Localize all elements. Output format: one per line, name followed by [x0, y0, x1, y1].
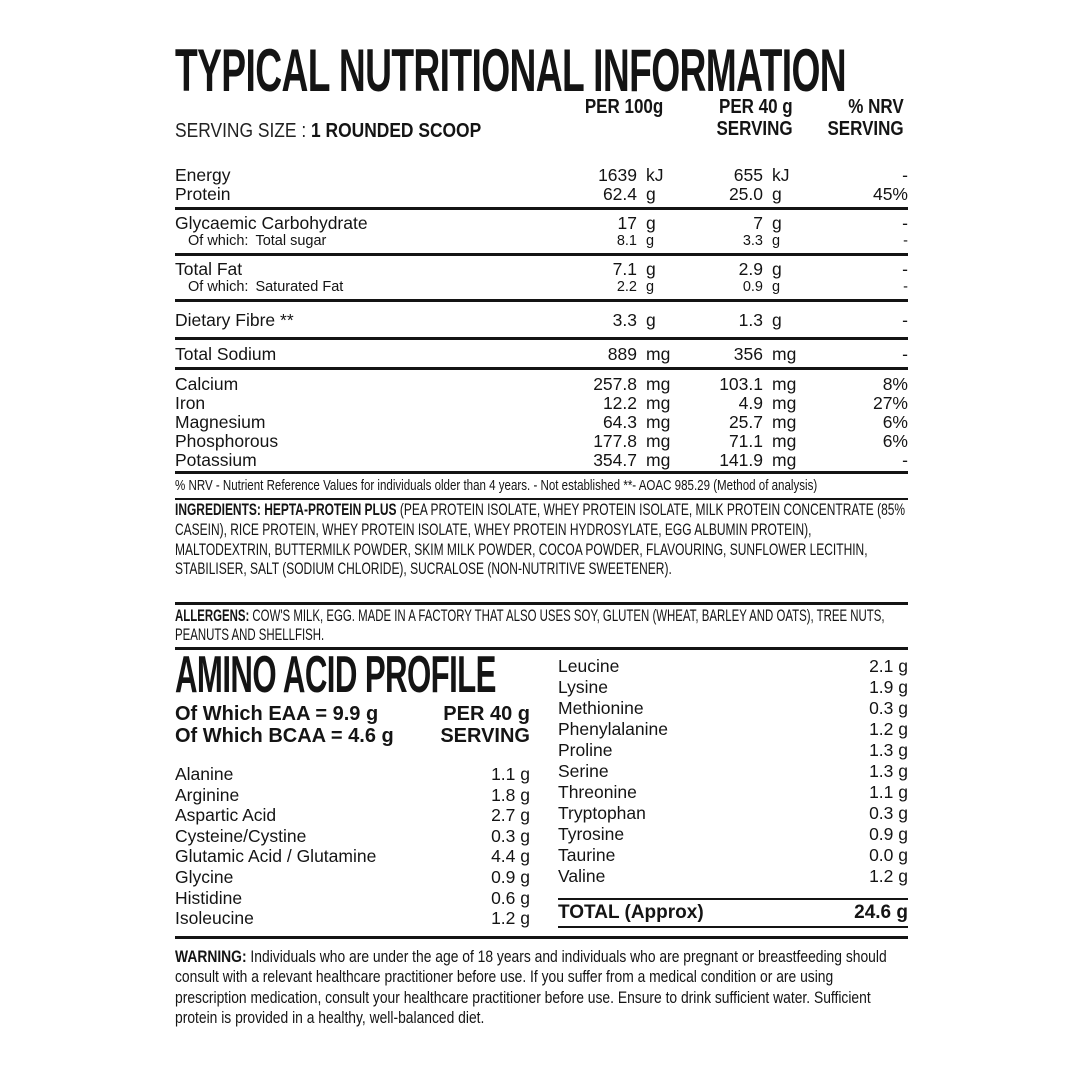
amino-acid-profile-section: AMINO ACID PROFILE Of Which EAA = 9.9 g … — [175, 646, 908, 934]
amino-list-left: Alanine 1.1 g Arginine 1.8 g Aspartic Acid… — [175, 764, 530, 929]
amino-row: Arginine 1.8 g — [175, 784, 530, 805]
amino-subheader: Of Which EAA = 9.9 g Of Which BCAA = 4.6… — [175, 703, 530, 747]
amino-row: Serine 1.3 g — [558, 761, 908, 781]
amino-row: Phenylalanine 1.2 g — [558, 719, 908, 739]
ingredients-label: INGREDIENTS: HEPTA-PROTEIN PLUS — [175, 500, 397, 519]
amino-row: Lysine 1.9 g — [558, 677, 908, 697]
amino-total-row: TOTAL (Approx) 24.6 g — [558, 898, 908, 928]
amino-row: Proline 1.3 g — [558, 740, 908, 760]
amino-row: Isoleucine 1.2 g — [175, 908, 530, 929]
nutrient-row-protein: Protein 62.4 g 25.0 g 45% — [175, 184, 908, 204]
amino-column-header: PER 40 g SERVING — [440, 703, 530, 747]
amino-right-column: Leucine 2.1 g Lysine 1.9 g Methionine 0.3 g… — [558, 656, 908, 928]
column-header-nrv-serving: % NRV SERVING — [827, 96, 904, 140]
group-sodium: Total Sodium 889 mg 356 mg - — [175, 340, 908, 370]
allergens-label: ALLERGENS: — [175, 606, 250, 625]
warning-section: WARNING: Individuals who are under the a… — [175, 936, 908, 1029]
amino-row: Histidine 0.6 g — [175, 887, 530, 908]
ingredients-section: INGREDIENTS: HEPTA-PROTEIN PLUS (PEA PRO… — [175, 500, 908, 579]
amino-total-label: TOTAL (Approx) — [558, 902, 704, 923]
nutrient-row-total-sugar: Of which: Total sugar 8.1 g 3.3 g - — [188, 233, 908, 249]
eaa-total: Of Which EAA = 9.9 g — [175, 703, 379, 725]
amino-profile-title: AMINO ACID PROFILE — [175, 646, 496, 704]
amino-row: Cysteine/Cystine 0.3 g — [175, 825, 530, 846]
amino-row: Aspartic Acid 2.7 g — [175, 805, 530, 826]
nutrient-row-potassium: Potassium 354.7 mg 141.9 mg - — [175, 450, 908, 470]
amino-left-column: AMINO ACID PROFILE Of Which EAA = 9.9 g … — [175, 646, 530, 929]
nutrient-row-total-sodium: Total Sodium 889 mg 356 mg - — [175, 344, 908, 364]
warning-text: Individuals who are under the age of 18 … — [175, 947, 887, 1028]
nutrient-row-total-fat: Total Fat 7.1 g 2.9 g - — [175, 259, 908, 279]
amino-row: Glutamic Acid / Glutamine 4.4 g — [175, 846, 530, 867]
amino-row: Valine 1.2 g — [558, 866, 908, 886]
amino-row: Taurine 0.0 g — [558, 845, 908, 865]
column-header-per-100g: PER 100g — [584, 96, 663, 118]
amino-row: Methionine 0.3 g — [558, 698, 908, 718]
serving-size-value: 1 ROUNDED SCOOP — [311, 120, 482, 142]
amino-total-value: 24.6 g — [854, 902, 908, 923]
group-fat: Total Fat 7.1 g 2.9 g - Of which: Saturat… — [175, 256, 908, 302]
nutrient-row-magnesium: Magnesium 64.3 mg 25.7 mg 6% — [175, 412, 908, 432]
amino-row: Glycine 0.9 g — [175, 866, 530, 887]
group-minerals: Calcium 257.8 mg 103.1 mg 8% Iron 12.2 m… — [175, 370, 908, 474]
group-energy-protein: Energy 1639 kJ 655 kJ - Protein 62.4 g 2… — [175, 161, 908, 210]
nutrient-row-dietary-fibre: Dietary Fibre ** 3.3 g 1.3 g - — [175, 310, 908, 330]
amino-row: Tyrosine 0.9 g — [558, 824, 908, 844]
nutrient-row-saturated-fat: Of which: Saturated Fat 2.2 g 0.9 g - — [188, 279, 908, 295]
allergens-text: COW'S MILK, EGG. MADE IN A FACTORY THAT … — [175, 606, 885, 644]
nutrient-row-carbohydrate: Glycaemic Carbohydrate 17 g 7 g - — [175, 213, 908, 233]
amino-row: Leucine 2.1 g — [558, 656, 908, 676]
allergens-section: ALLERGENS: COW'S MILK, EGG. MADE IN A FA… — [175, 602, 908, 650]
amino-row: Threonine 1.1 g — [558, 782, 908, 802]
warning-label: WARNING: — [175, 947, 247, 966]
nutrient-row-iron: Iron 12.2 mg 4.9 mg 27% — [175, 393, 908, 413]
amino-row: Tryptophan 0.3 g — [558, 803, 908, 823]
ingredients-text: (PEA PROTEIN ISOLATE, WHEY PROTEIN ISOLA… — [175, 500, 906, 579]
group-carbohydrate: Glycaemic Carbohydrate 17 g 7 g - Of whi… — [175, 210, 908, 256]
nrv-footnote: % NRV - Nutrient Reference Values for in… — [175, 474, 908, 500]
table-header: SERVING SIZE : 1 ROUNDED SCOOP PER 100g … — [175, 96, 908, 144]
amino-row: Alanine 1.1 g — [175, 764, 530, 784]
nutrient-row-energy: Energy 1639 kJ 655 kJ - — [175, 165, 908, 185]
serving-size: SERVING SIZE : 1 ROUNDED SCOOP — [175, 120, 481, 143]
group-fibre: Dietary Fibre ** 3.3 g 1.3 g - — [175, 302, 908, 340]
nutrient-row-phosphorous: Phosphorous 177.8 mg 71.1 mg 6% — [175, 431, 908, 451]
nutrient-row-calcium: Calcium 257.8 mg 103.1 mg 8% — [175, 374, 908, 394]
column-header-per-40g-serving: PER 40 g SERVING — [716, 96, 793, 140]
nutrition-table: Energy 1639 kJ 655 kJ - Protein 62.4 g 2… — [175, 161, 908, 500]
serving-size-label: SERVING SIZE : — [175, 120, 307, 142]
label-title: TYPICAL NUTRITIONAL INFORMATION — [175, 37, 847, 104]
bcaa-total: Of Which BCAA = 4.6 g — [175, 725, 394, 747]
